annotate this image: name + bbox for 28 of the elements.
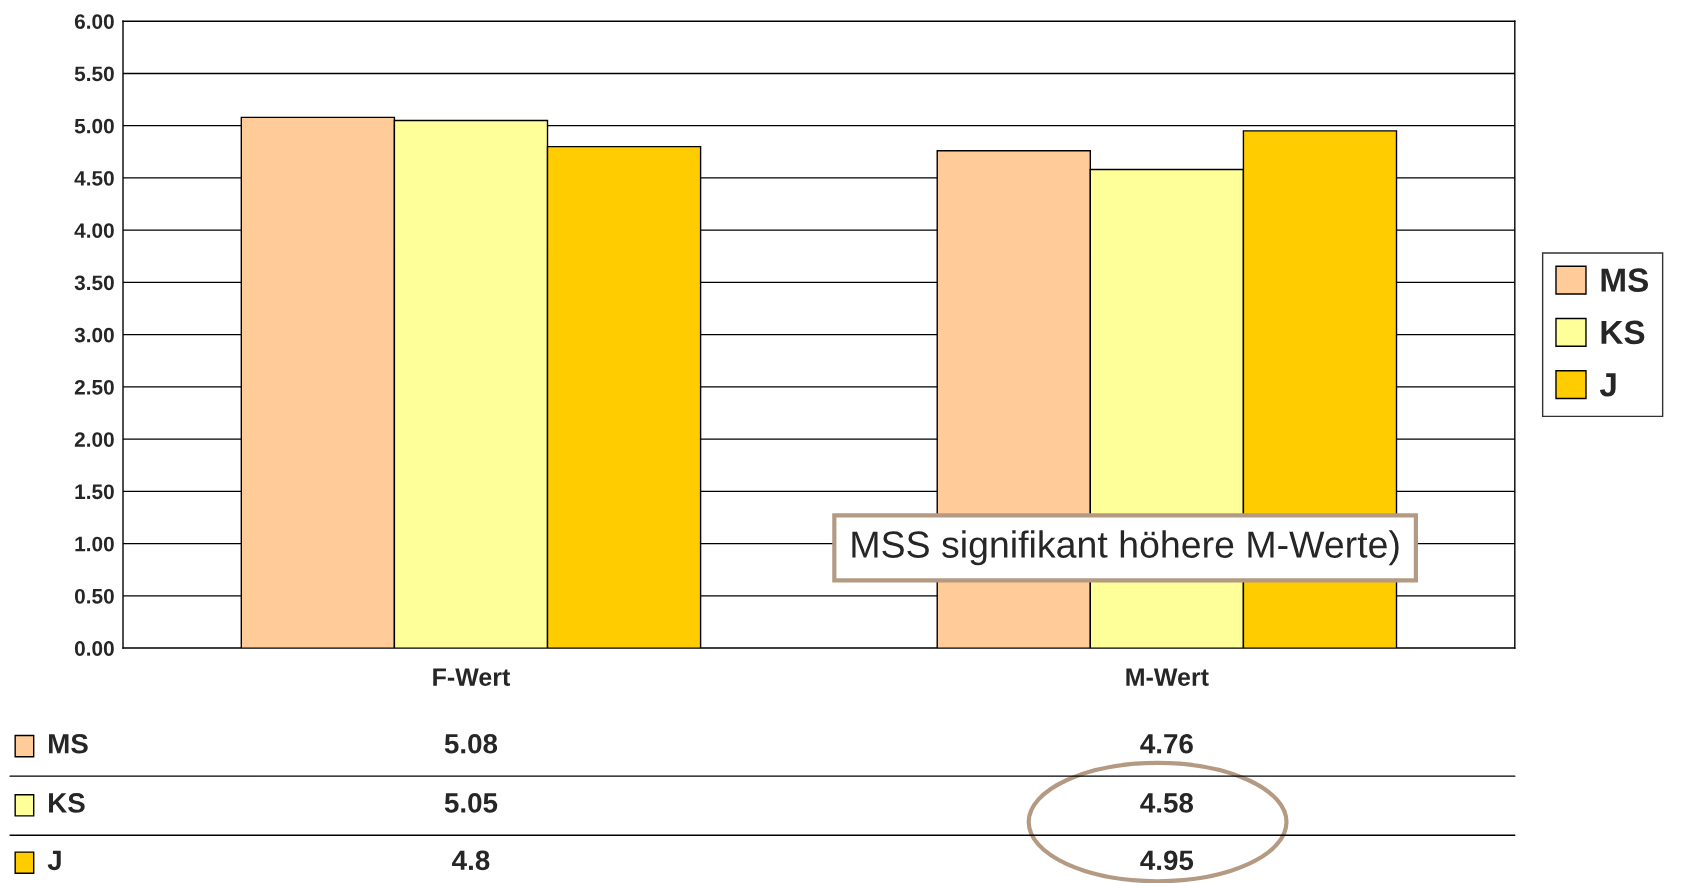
data-label: 4.95 bbox=[1140, 850, 1194, 871]
y-tick-label: 5.00 bbox=[74, 118, 114, 134]
text: KS bbox=[1601, 320, 1645, 345]
data-label: 4.76 bbox=[1140, 733, 1193, 754]
y-tick-label: 3.00 bbox=[74, 327, 114, 343]
data-label: 5.05 bbox=[444, 793, 498, 813]
legend-label: KS bbox=[49, 793, 85, 813]
data-label: 4.58 bbox=[1140, 793, 1194, 813]
text: J bbox=[47, 850, 61, 871]
legend-label: MS bbox=[49, 733, 88, 754]
y-tick-label: 0.50 bbox=[74, 588, 114, 604]
y-tick-label: 5.50 bbox=[74, 66, 114, 82]
y-tick-label: 6.00 bbox=[74, 14, 114, 29]
annotation: MSS signifikant höhere M-Werte) bbox=[852, 530, 1399, 566]
y-tick-label: 4.50 bbox=[74, 170, 114, 186]
y-tick-label: 0.00 bbox=[74, 641, 114, 656]
y-tick-label: 2.00 bbox=[74, 432, 114, 447]
data-label: 5.08 bbox=[444, 733, 498, 754]
x-tick-label: F-Wert bbox=[433, 668, 511, 686]
text: MS bbox=[1601, 268, 1649, 292]
y-tick-label: 1.00 bbox=[75, 536, 114, 552]
data-label: 4.8 bbox=[452, 850, 490, 871]
y-tick-label: 3.50 bbox=[74, 275, 114, 291]
y-tick-label: 2.50 bbox=[74, 379, 114, 395]
y-tick-label: 4.00 bbox=[74, 223, 114, 238]
legend-label: J bbox=[1599, 373, 1616, 397]
y-tick-label: 1.50 bbox=[75, 484, 114, 500]
x-tick-label: M-Wert bbox=[1126, 668, 1209, 686]
